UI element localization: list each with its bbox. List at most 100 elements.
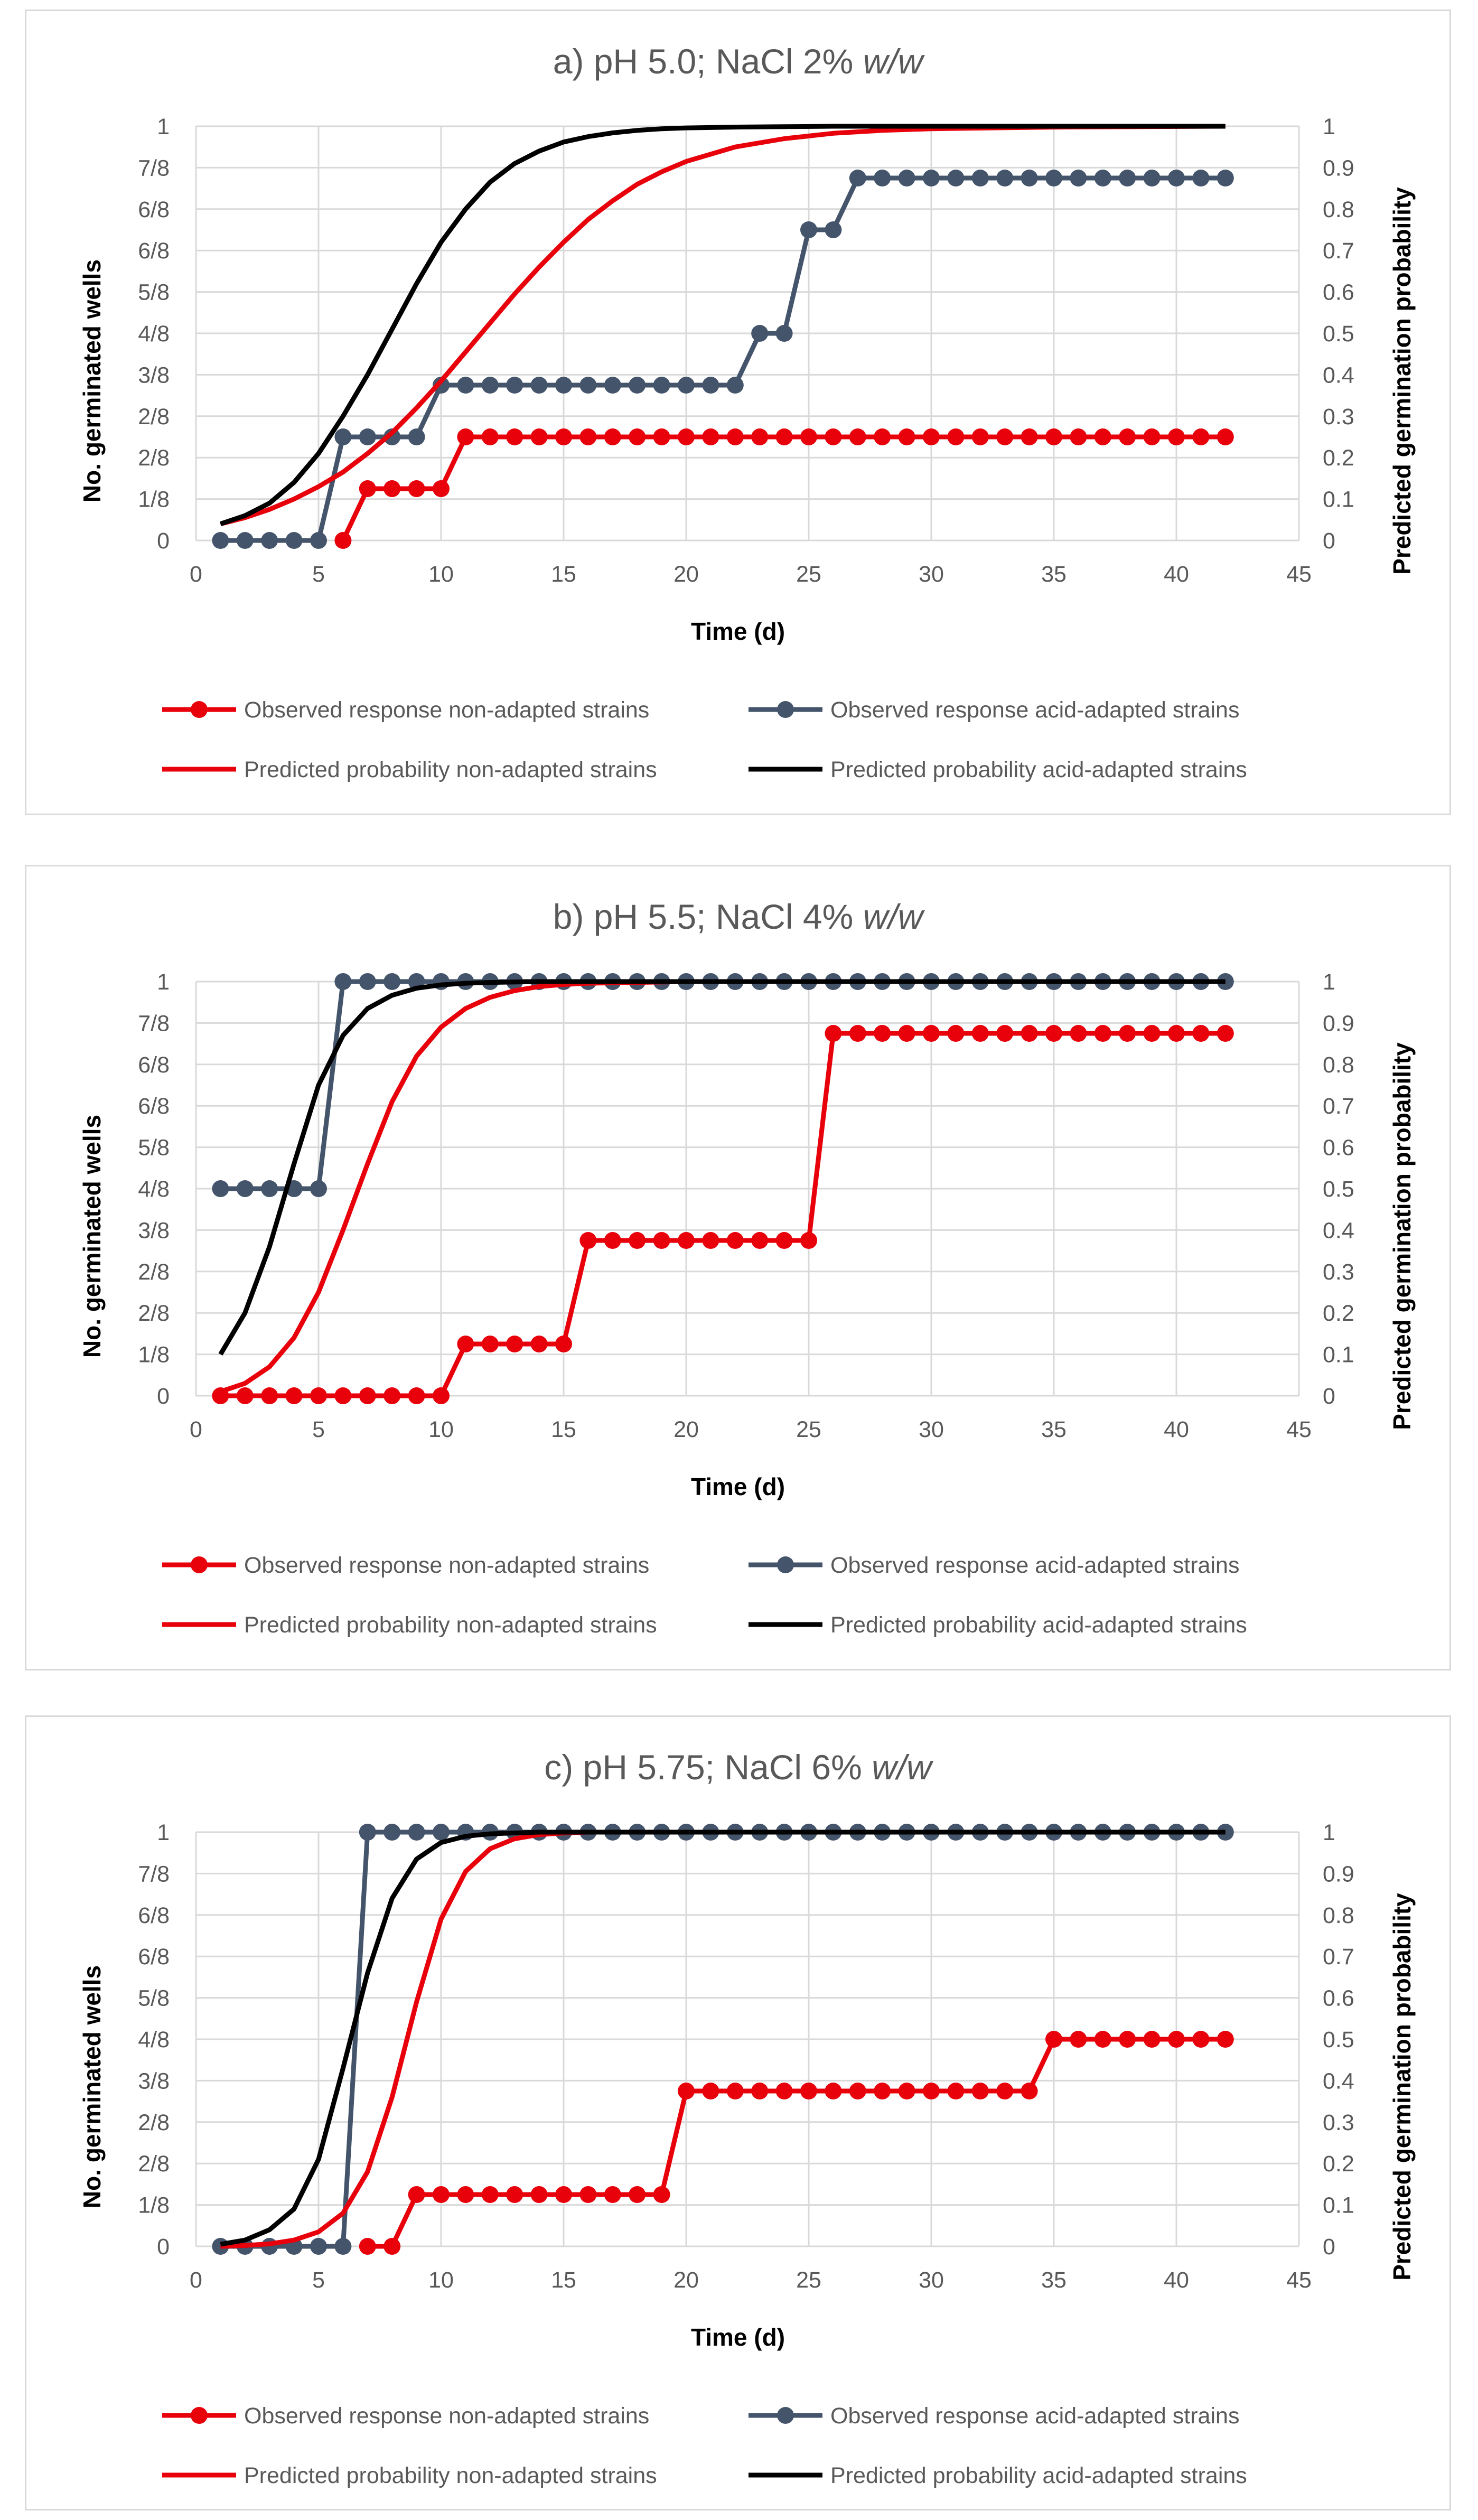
data-point-observed-response-non-adapted-strains	[1143, 428, 1161, 445]
data-point-observed-response-non-adapted-strains	[481, 428, 499, 445]
y-tick-right-label: 0.2	[1323, 445, 1354, 471]
x-tick-label: 30	[919, 2267, 944, 2293]
x-tick-label: 10	[428, 2267, 454, 2293]
y-tick-right-label: 0.2	[1323, 2151, 1354, 2177]
data-point-observed-response-non-adapted-strains	[874, 2083, 891, 2099]
x-tick-label: 45	[1286, 562, 1312, 587]
y-tick-right-label: 0.8	[1323, 1052, 1354, 1078]
y-tick-left-label: 6/8	[138, 238, 170, 264]
data-point-observed-response-acid-adapted-strains	[408, 428, 425, 445]
y-tick-right-label: 0.9	[1323, 1861, 1354, 1887]
x-tick-label: 40	[1164, 562, 1189, 587]
x-tick-label: 25	[796, 1417, 821, 1442]
data-point-observed-response-non-adapted-strains	[849, 428, 866, 445]
data-point-observed-response-non-adapted-strains	[530, 428, 548, 445]
data-point-observed-response-acid-adapted-strains	[874, 170, 891, 186]
legend-marker-observed-non-adapted	[191, 701, 208, 718]
data-point-observed-response-non-adapted-strains	[874, 1025, 891, 1042]
y-tick-left-label: 3/8	[138, 1218, 170, 1243]
data-point-observed-response-acid-adapted-strains	[726, 377, 744, 394]
y-tick-left-label: 1/8	[138, 487, 170, 512]
data-point-observed-response-acid-adapted-strains	[751, 325, 769, 342]
data-point-observed-response-acid-adapted-strains	[408, 1824, 425, 1841]
y-tick-left-label: 2/8	[138, 1259, 170, 1285]
legend-marker-observed-non-adapted	[191, 2407, 208, 2424]
y-tick-right-label: 0.5	[1323, 2027, 1354, 2052]
y-tick-left-label: 1	[157, 969, 170, 995]
data-point-observed-response-non-adapted-strains	[1094, 1025, 1111, 1042]
x-tick-label: 5	[312, 2267, 325, 2293]
data-point-observed-response-acid-adapted-strains	[359, 973, 376, 990]
data-point-observed-response-non-adapted-strains	[1168, 2031, 1185, 2048]
x-tick-label: 5	[312, 1417, 325, 1442]
data-point-observed-response-non-adapted-strains	[555, 428, 572, 445]
data-point-observed-response-acid-adapted-strains	[1045, 170, 1062, 186]
y-tick-left-label: 2/8	[138, 1301, 170, 1326]
y-tick-left-label: 7/8	[138, 1861, 170, 1887]
data-point-observed-response-non-adapted-strains	[751, 2083, 769, 2099]
data-point-observed-response-acid-adapted-strains	[481, 377, 499, 394]
chart-title: c) pH 5.75; NaCl 6% w/w	[544, 1748, 934, 1787]
x-tick-label: 20	[673, 562, 699, 587]
data-point-observed-response-acid-adapted-strains	[530, 377, 548, 394]
x-tick-label: 40	[1164, 2267, 1189, 2293]
data-point-observed-response-non-adapted-strains	[923, 428, 940, 445]
data-point-observed-response-acid-adapted-strains	[334, 428, 352, 445]
y-tick-left-label: 3/8	[138, 2068, 170, 2094]
data-point-observed-response-non-adapted-strains	[506, 2186, 523, 2203]
y-tick-left-label: 7/8	[138, 155, 170, 181]
y-tick-right-label: 0.8	[1323, 197, 1354, 222]
y-tick-right-label: 0.9	[1323, 1011, 1354, 1036]
y-axis-left-label: No. germinated wells	[78, 1965, 106, 2208]
data-point-observed-response-non-adapted-strains	[1045, 1025, 1062, 1042]
y-tick-left-label: 6/8	[138, 1052, 170, 1078]
data-point-observed-response-non-adapted-strains	[334, 532, 352, 549]
data-point-observed-response-non-adapted-strains	[359, 1387, 376, 1404]
legend-label-observed-acid-adapted: Observed response acid-adapted strains	[830, 1553, 1239, 1578]
series-line-observed-response-non-adapted-strains	[341, 434, 1226, 542]
data-point-observed-response-acid-adapted-strains	[212, 1180, 229, 1197]
data-point-observed-response-non-adapted-strains	[678, 1232, 695, 1249]
data-point-observed-response-non-adapted-strains	[996, 2083, 1014, 2099]
y-tick-left-label: 7/8	[138, 1011, 170, 1036]
data-point-observed-response-non-adapted-strains	[996, 1025, 1014, 1042]
data-point-observed-response-acid-adapted-strains	[1192, 170, 1210, 186]
x-tick-label: 45	[1286, 2267, 1312, 2293]
data-point-observed-response-non-adapted-strains	[408, 1387, 425, 1404]
data-point-observed-response-acid-adapted-strains	[579, 377, 597, 394]
data-point-observed-response-non-adapted-strains	[1192, 1025, 1210, 1042]
y-tick-right-label: 1	[1323, 114, 1335, 139]
x-tick-label: 15	[551, 1417, 576, 1442]
data-point-observed-response-acid-adapted-strains	[1143, 170, 1161, 186]
y-axis-left-label: No. germinated wells	[78, 1115, 106, 1358]
legend-label-predicted-non-adapted: Predicted probability non-adapted strain…	[244, 1612, 657, 1638]
data-point-observed-response-non-adapted-strains	[825, 1025, 842, 1042]
y-tick-right-label: 0.3	[1323, 1259, 1354, 1285]
data-point-observed-response-acid-adapted-strains	[775, 325, 793, 342]
data-point-observed-response-non-adapted-strains	[971, 428, 989, 445]
data-point-observed-response-non-adapted-strains	[1119, 1025, 1136, 1042]
data-point-observed-response-acid-adapted-strains	[629, 377, 646, 394]
series-line-predicted-probability-acid-adapted-strains	[219, 124, 1226, 526]
y-tick-right-label: 0.7	[1323, 238, 1354, 264]
y-tick-right-label: 0.5	[1323, 1177, 1354, 1202]
data-point-observed-response-non-adapted-strains	[1070, 428, 1087, 445]
data-point-observed-response-non-adapted-strains	[579, 1232, 597, 1249]
data-point-observed-response-non-adapted-strains	[285, 1387, 303, 1404]
data-point-observed-response-non-adapted-strains	[678, 2083, 695, 2099]
data-point-observed-response-non-adapted-strains	[653, 1232, 670, 1249]
x-tick-label: 15	[551, 2267, 576, 2293]
data-point-observed-response-non-adapted-strains	[726, 428, 744, 445]
legend-marker-observed-acid-adapted	[777, 2407, 794, 2424]
legend-label-predicted-acid-adapted: Predicted probability acid-adapted strai…	[830, 2463, 1247, 2488]
data-point-observed-response-acid-adapted-strains	[212, 532, 229, 549]
y-tick-left-label: 6/8	[138, 197, 170, 222]
data-point-observed-response-acid-adapted-strains	[898, 170, 915, 186]
data-point-observed-response-non-adapted-strains	[530, 2186, 548, 2203]
legend-label-predicted-non-adapted: Predicted probability non-adapted strain…	[244, 757, 657, 782]
data-point-observed-response-non-adapted-strains	[481, 2186, 499, 2203]
data-point-observed-response-acid-adapted-strains	[359, 1824, 376, 1841]
y-tick-left-label: 1/8	[138, 2193, 170, 2218]
legend: Observed response non-adapted strains Ob…	[162, 1553, 1247, 1638]
data-point-observed-response-acid-adapted-strains	[800, 221, 817, 238]
